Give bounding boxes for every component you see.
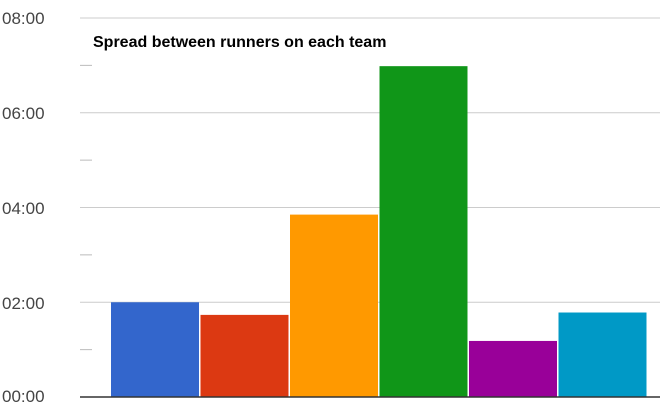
bar-2[interactable] [200,314,289,397]
chart-title: Spread between runners on each team [93,34,386,51]
y-tick-label: 00:00 [2,387,45,406]
bar-3[interactable] [290,214,378,397]
y-axis: 08:00 06:00 04:00 02:00 00:00 [2,9,45,406]
bar-4[interactable] [379,66,468,397]
bar-1[interactable] [111,302,199,397]
bar-series [111,66,647,397]
y-tick-label: 08:00 [2,9,45,28]
y-tick-label: 02:00 [2,294,45,313]
bar-5[interactable] [469,340,557,397]
y-tick-label: 04:00 [2,199,45,218]
bar-6[interactable] [558,312,647,397]
y-tick-label: 06:00 [2,104,45,123]
